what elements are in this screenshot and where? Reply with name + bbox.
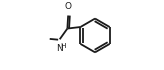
Text: O: O: [65, 2, 72, 11]
Text: H: H: [60, 43, 65, 49]
Text: N: N: [56, 44, 63, 52]
